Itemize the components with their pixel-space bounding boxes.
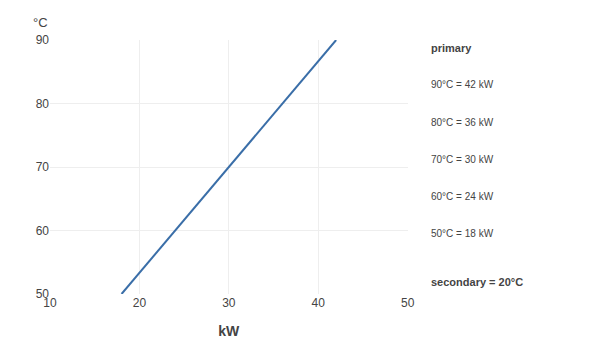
svg-text:kW: kW (218, 323, 240, 339)
svg-text:90: 90 (36, 33, 50, 47)
svg-text:50°C = 18 kW: 50°C = 18 kW (431, 228, 494, 239)
svg-text:°C: °C (33, 15, 48, 30)
svg-text:70: 70 (36, 160, 50, 174)
svg-text:80: 80 (36, 97, 50, 111)
svg-text:30: 30 (222, 296, 236, 310)
svg-text:secondary = 20°C: secondary = 20°C (431, 276, 523, 288)
svg-text:50: 50 (401, 296, 415, 310)
svg-text:60: 60 (36, 224, 50, 238)
svg-text:80°C = 36 kW: 80°C = 36 kW (431, 117, 494, 128)
svg-text:10: 10 (43, 296, 57, 310)
svg-text:primary: primary (431, 42, 472, 54)
svg-text:90°C = 42 kW: 90°C = 42 kW (431, 79, 494, 90)
svg-text:40: 40 (312, 296, 326, 310)
svg-text:70°C = 30 kW: 70°C = 30 kW (431, 154, 494, 165)
svg-text:50: 50 (36, 287, 50, 301)
svg-text:60°C = 24 kW: 60°C = 24 kW (431, 191, 494, 202)
svg-text:20: 20 (133, 296, 147, 310)
